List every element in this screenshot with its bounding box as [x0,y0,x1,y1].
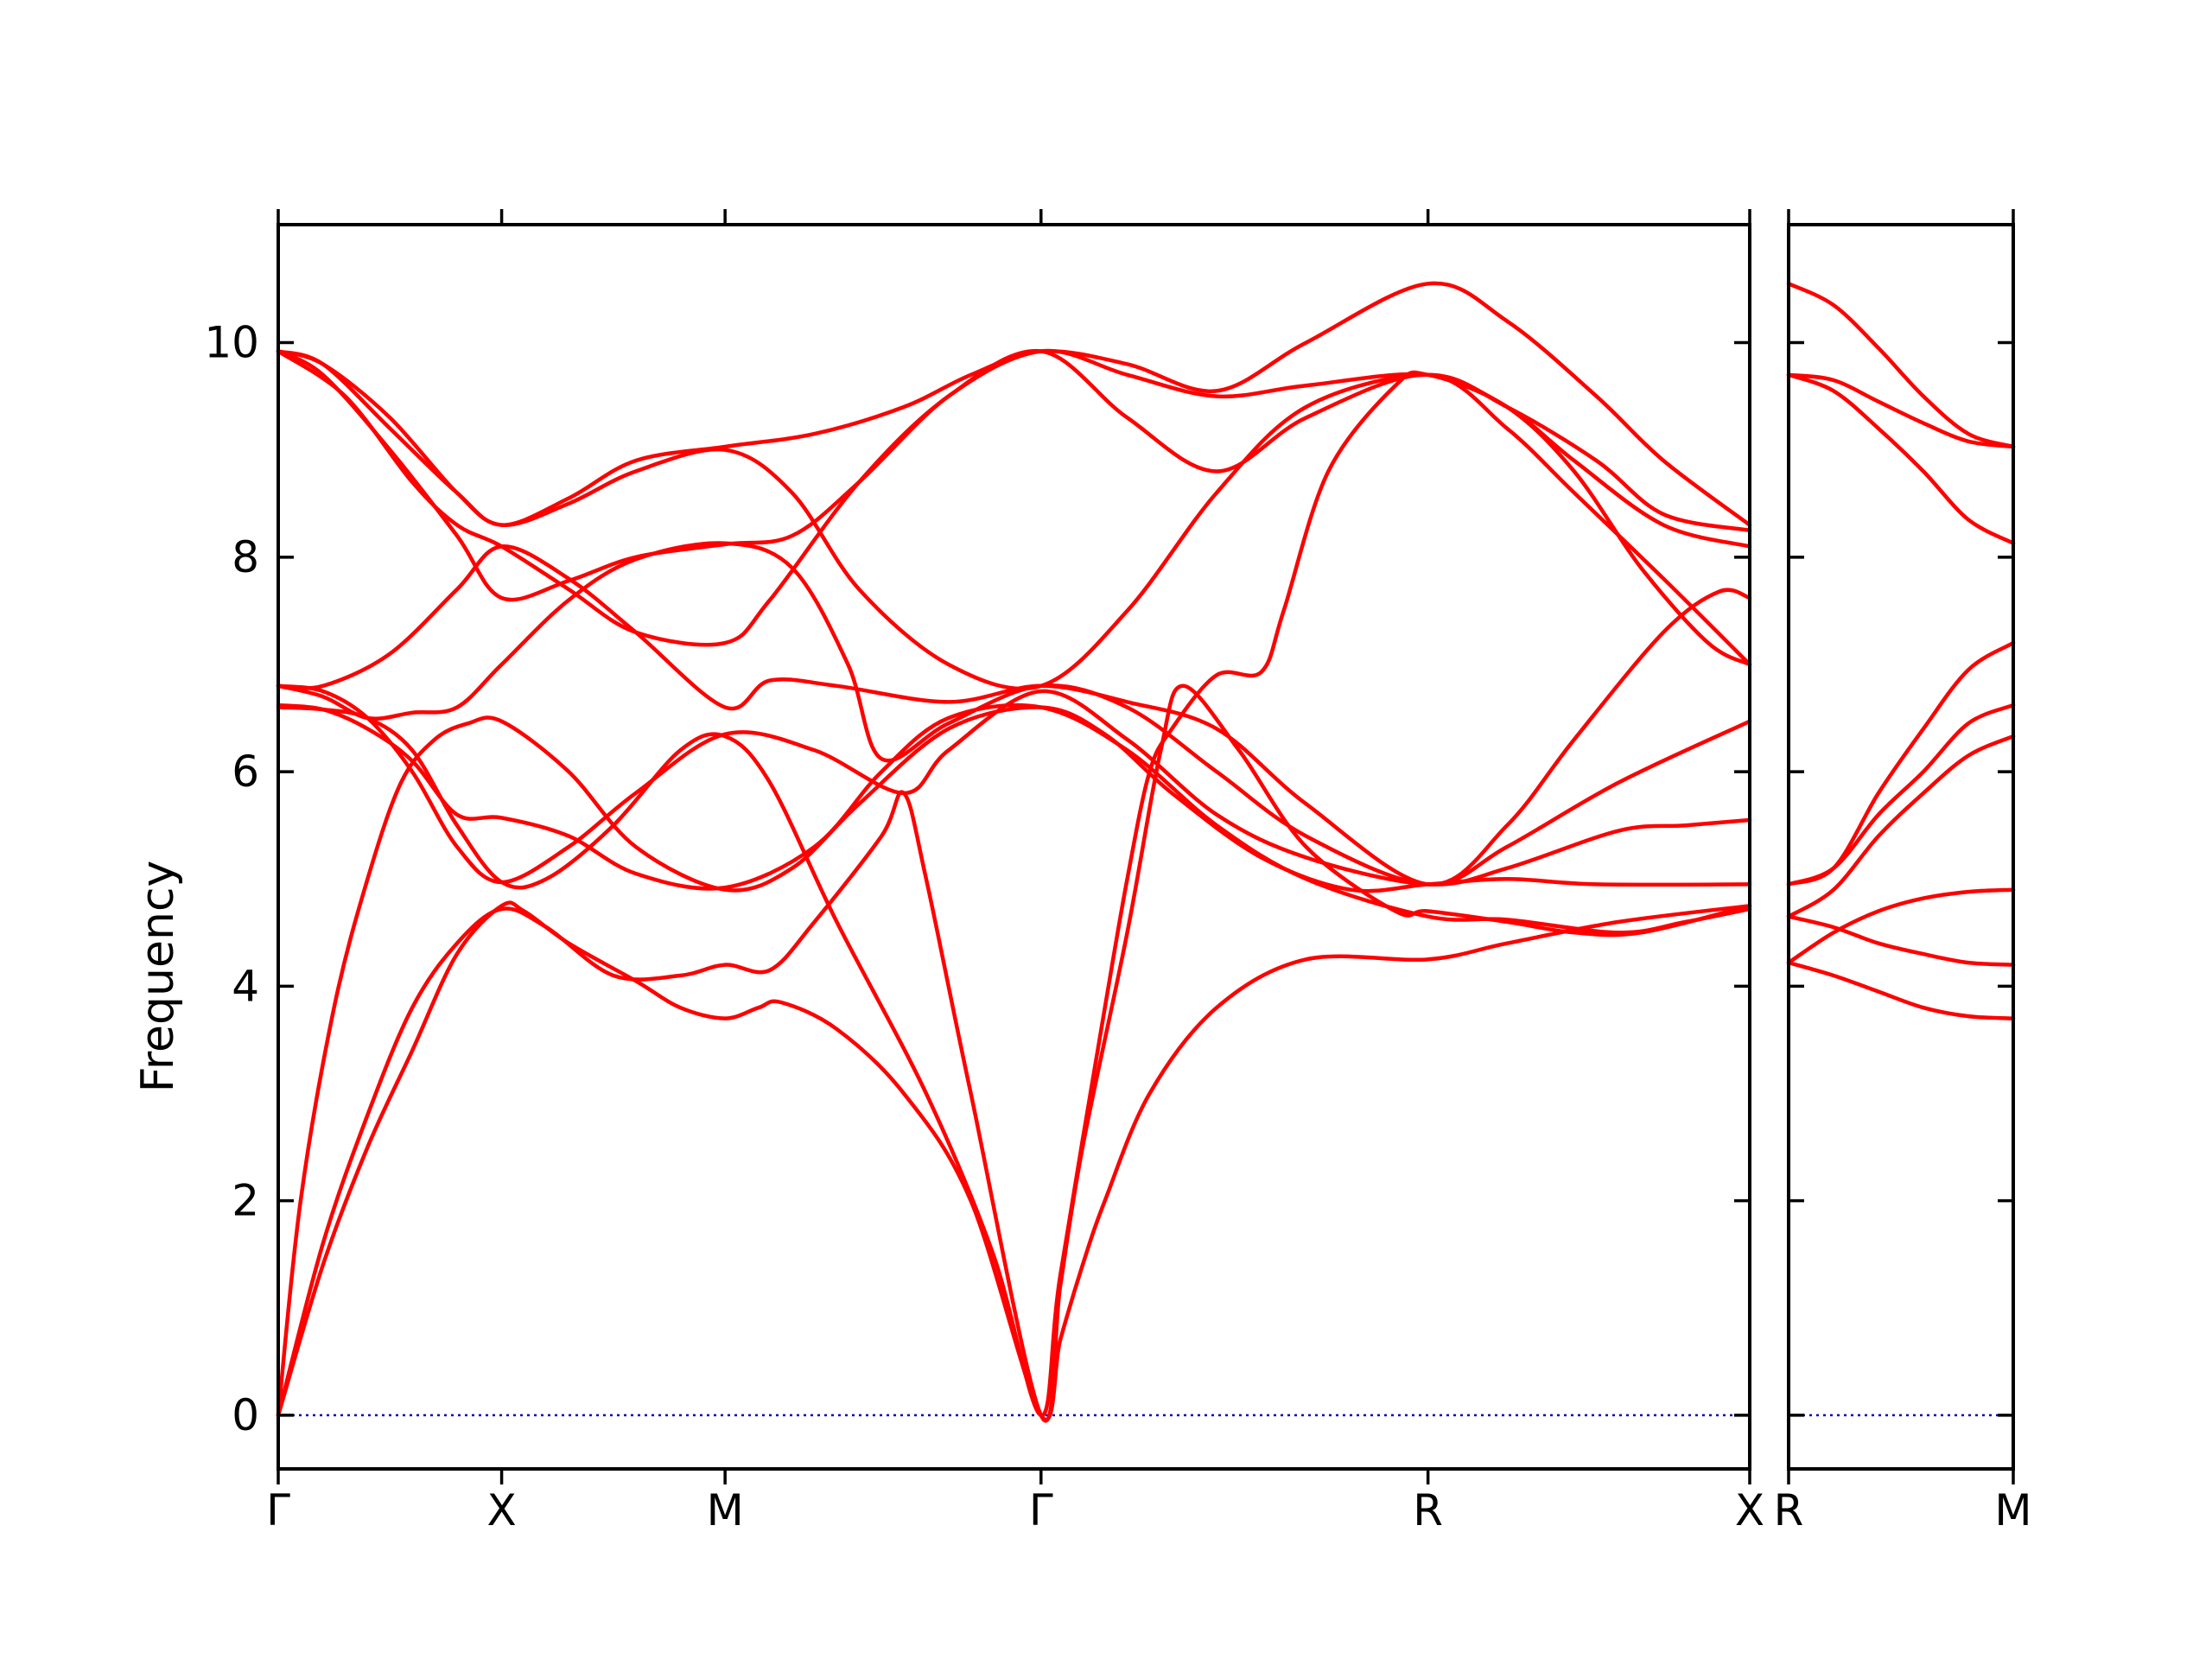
plot-frame-main [276,223,1751,1471]
band-line-inset-6 [1786,640,2016,887]
band-line-main-10 [276,348,1752,647]
y-tick-label: 0 [232,1390,259,1440]
band-line-main-9 [276,348,1752,667]
x-tick-label: M [1994,1485,2031,1535]
y-tick-label: 6 [232,747,259,797]
band-line-inset-7 [1786,372,2016,545]
band-line-inset-8 [1786,372,2016,449]
x-tick-label: R [1413,1485,1443,1535]
x-tick-label: X [1735,1485,1764,1535]
x-tick-label: Γ [1029,1485,1053,1535]
band-line-inset-1 [1786,960,2016,1020]
y-tick-label: 2 [232,1176,259,1226]
band-line-inset-2 [1786,887,2016,965]
band-line-inset-5 [1786,702,2016,887]
band-line-main-2 [276,683,1752,1423]
band-line-inset-3 [1786,914,2016,967]
band-line-main-12 [276,281,1752,527]
band-line-inset-4 [1786,734,2016,918]
band-line-main-7 [276,541,1752,887]
band-line-inset-9 [1786,282,2016,449]
band-line-main-6 [276,683,1752,887]
y-tick-label: 4 [232,961,259,1011]
x-tick-label: M [707,1485,744,1535]
y-tick-label: 10 [204,318,259,368]
band-line-main-5 [276,702,1752,935]
x-tick-label: X [486,1485,516,1535]
band-line-main-1 [276,900,1752,1422]
band-line-main-11 [276,349,1752,691]
x-tick-label: Γ [266,1485,290,1535]
band-line-main-4 [276,370,1752,1418]
main-panel: 0 2 4 6 8 10 Γ X M Γ R X [204,209,1764,1535]
band-line-main-3 [276,705,1752,1418]
plot-frame-inset [1787,223,2015,1471]
y-tick-label: 8 [232,532,259,582]
band-line-main-8 [276,544,1752,887]
x-tick-label: R [1774,1485,1804,1535]
y-axis-label: Frequency [132,861,184,1093]
